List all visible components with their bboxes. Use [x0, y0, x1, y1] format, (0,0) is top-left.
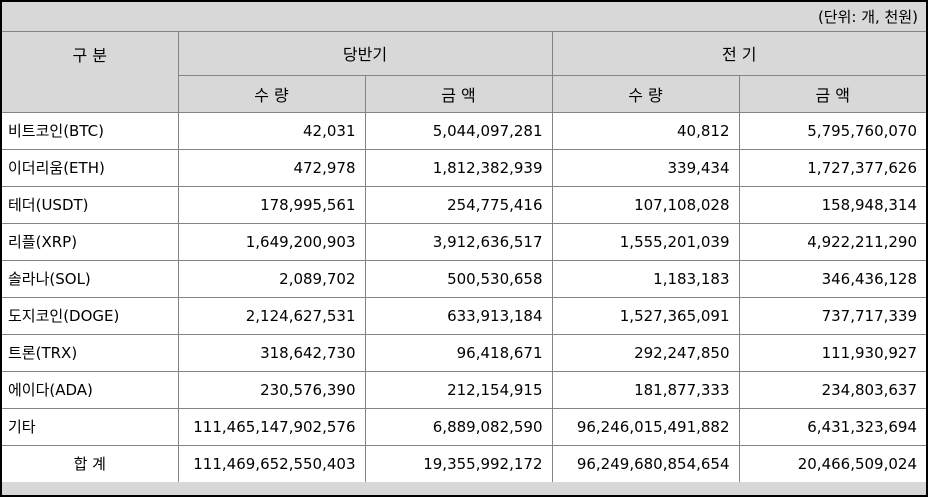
- previous-amount-cell: 234,803,637: [738, 370, 926, 409]
- total-current-qty-cell: 111,469,652,550,403: [177, 444, 366, 482]
- current-amount-cell: 1,812,382,939: [364, 148, 553, 187]
- previous-amount-cell: 737,717,339: [738, 296, 926, 335]
- current-amount-cell: 5,044,097,281: [364, 111, 553, 150]
- total-row: 합 계 111,469,652,550,403 19,355,992,172 9…: [2, 444, 926, 482]
- table-row-xrp: 리플(XRP) 1,649,200,903 3,912,636,517 1,55…: [2, 222, 926, 261]
- current-qty-cell: 472,978: [177, 148, 366, 187]
- previous-qty-cell: 107,108,028: [551, 185, 740, 224]
- row-label-cell: 트론(TRX): [2, 333, 179, 372]
- current-qty-cell: 111,465,147,902,576: [177, 407, 366, 446]
- previous-qty-cell: 1,527,365,091: [551, 296, 740, 335]
- current-qty-cell: 1,649,200,903: [177, 222, 366, 261]
- table-row-doge: 도지코인(DOGE) 2,124,627,531 633,913,184 1,5…: [2, 296, 926, 335]
- col-header-amount-current: 금 액: [364, 74, 553, 113]
- row-label-cell: 이더리움(ETH): [2, 148, 179, 187]
- col-group-current-half: 당반기: [177, 32, 553, 76]
- total-label-cell: 합 계: [2, 444, 179, 482]
- row-label-cell: 솔라나(SOL): [2, 259, 179, 298]
- col-header-qty-current: 수 량: [178, 74, 366, 113]
- current-qty-cell: 178,995,561: [177, 185, 366, 224]
- unit-note: (단위: 개, 천원): [2, 2, 926, 32]
- current-qty-cell: 230,576,390: [177, 370, 366, 409]
- previous-amount-cell: 111,930,927: [738, 333, 926, 372]
- previous-qty-cell: 292,247,850: [551, 333, 740, 372]
- previous-amount-cell: 6,431,323,694: [738, 407, 926, 446]
- table-row-usdt: 테더(USDT) 178,995,561 254,775,416 107,108…: [2, 185, 926, 224]
- current-qty-cell: 42,031: [177, 111, 366, 150]
- previous-qty-cell: 40,812: [551, 111, 740, 150]
- current-amount-cell: 3,912,636,517: [364, 222, 553, 261]
- row-label-cell: 도지코인(DOGE): [2, 296, 179, 335]
- current-qty-cell: 2,089,702: [177, 259, 366, 298]
- previous-qty-cell: 1,183,183: [551, 259, 740, 298]
- col-header-qty-previous: 수 량: [551, 74, 740, 113]
- current-amount-cell: 633,913,184: [364, 296, 553, 335]
- crypto-holdings-table: 구 분 당반기 전 기 수 량 금 액 수 량 금 액 비트코인(BTC) 42…: [2, 32, 926, 482]
- row-label-cell: 테더(USDT): [2, 185, 179, 224]
- current-qty-cell: 2,124,627,531: [177, 296, 366, 335]
- current-amount-cell: 6,889,082,590: [364, 407, 553, 446]
- current-amount-cell: 212,154,915: [364, 370, 553, 409]
- current-amount-cell: 254,775,416: [364, 185, 553, 224]
- table-row-other: 기타 111,465,147,902,576 6,889,082,590 96,…: [2, 407, 926, 446]
- row-label-cell: 에이다(ADA): [2, 370, 179, 409]
- row-label-cell: 기타: [2, 407, 179, 446]
- header-row-groups: 구 분 당반기 전 기: [2, 32, 926, 113]
- previous-amount-cell: 5,795,760,070: [738, 111, 926, 150]
- table-row-btc: 비트코인(BTC) 42,031 5,044,097,281 40,812 5,…: [2, 111, 926, 150]
- previous-qty-cell: 181,877,333: [551, 370, 740, 409]
- previous-qty-cell: 339,434: [551, 148, 740, 187]
- table-row-eth: 이더리움(ETH) 472,978 1,812,382,939 339,434 …: [2, 148, 926, 187]
- total-previous-qty-cell: 96,249,680,854,654: [551, 444, 740, 482]
- row-label-cell: 비트코인(BTC): [2, 111, 179, 150]
- total-current-amount-cell: 19,355,992,172: [364, 444, 553, 482]
- table-row-ada: 에이다(ADA) 230,576,390 212,154,915 181,877…: [2, 370, 926, 409]
- row-label-cell: 리플(XRP): [2, 222, 179, 261]
- col-group-previous-period: 전 기: [551, 32, 926, 76]
- previous-amount-cell: 1,727,377,626: [738, 148, 926, 187]
- table-row-sol: 솔라나(SOL) 2,089,702 500,530,658 1,183,183…: [2, 259, 926, 298]
- current-qty-cell: 318,642,730: [177, 333, 366, 372]
- previous-amount-cell: 4,922,211,290: [738, 222, 926, 261]
- current-amount-cell: 96,418,671: [364, 333, 553, 372]
- table-row-trx: 트론(TRX) 318,642,730 96,418,671 292,247,8…: [2, 333, 926, 372]
- previous-qty-cell: 96,246,015,491,882: [551, 407, 740, 446]
- total-previous-amount-cell: 20,466,509,024: [738, 444, 926, 482]
- col-header-amount-previous: 금 액: [738, 74, 926, 113]
- previous-qty-cell: 1,555,201,039: [551, 222, 740, 261]
- previous-amount-cell: 346,436,128: [738, 259, 926, 298]
- current-amount-cell: 500,530,658: [364, 259, 553, 298]
- col-header-category: 구 분: [2, 32, 179, 113]
- previous-amount-cell: 158,948,314: [738, 185, 926, 224]
